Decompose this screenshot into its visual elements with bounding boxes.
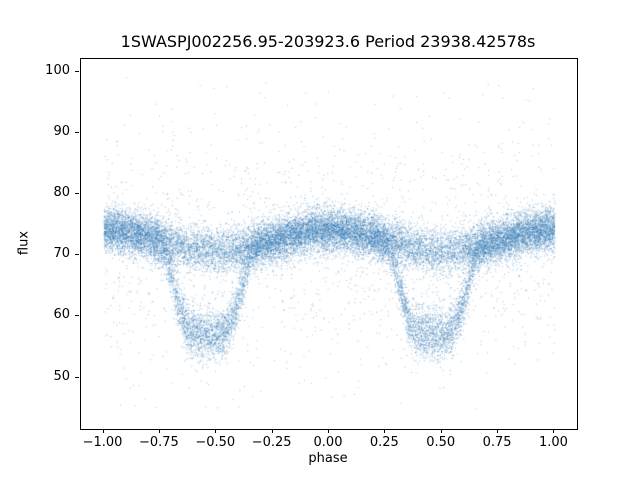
x-tick-label: 0.25 <box>369 435 399 450</box>
x-axis-label: phase <box>308 451 348 466</box>
x-tick-label: 0.00 <box>313 435 343 450</box>
y-tick-mark <box>75 376 79 378</box>
y-tick-label: 90 <box>53 124 70 139</box>
x-tick-mark <box>328 429 329 433</box>
x-tick-mark <box>553 429 555 433</box>
x-tick-label: 0.75 <box>482 435 512 450</box>
chart-title: 1SWASPJ002256.95-203923.6 Period 23938.4… <box>120 32 536 51</box>
y-tick-mark <box>75 70 79 72</box>
x-tick-label: 0.50 <box>426 435 456 450</box>
x-tick-label: −0.25 <box>251 435 292 450</box>
y-tick-mark <box>75 132 79 133</box>
x-tick-mark <box>497 429 499 433</box>
y-tick-label: 50 <box>53 368 70 384</box>
x-tick-label: −0.75 <box>138 435 179 450</box>
x-tick-mark <box>440 429 442 433</box>
y-tick-mark <box>75 315 79 317</box>
y-tick-label: 80 <box>53 185 70 201</box>
y-tick-label: 70 <box>53 246 70 262</box>
x-tick-mark <box>271 429 273 433</box>
x-tick-mark <box>102 429 104 433</box>
x-tick-mark <box>215 429 217 433</box>
x-tick-label: 1.00 <box>538 435 568 450</box>
y-tick-mark <box>75 193 79 195</box>
x-tick-label: −0.50 <box>195 435 236 450</box>
x-tick-mark <box>158 429 160 433</box>
y-tick-mark <box>75 254 79 256</box>
x-tick-label: −1.00 <box>82 435 123 450</box>
axes <box>80 58 578 430</box>
x-tick-mark <box>384 429 386 433</box>
plot-canvas <box>81 59 577 429</box>
y-tick-label: 100 <box>45 62 70 78</box>
y-tick-label: 60 <box>53 307 70 323</box>
